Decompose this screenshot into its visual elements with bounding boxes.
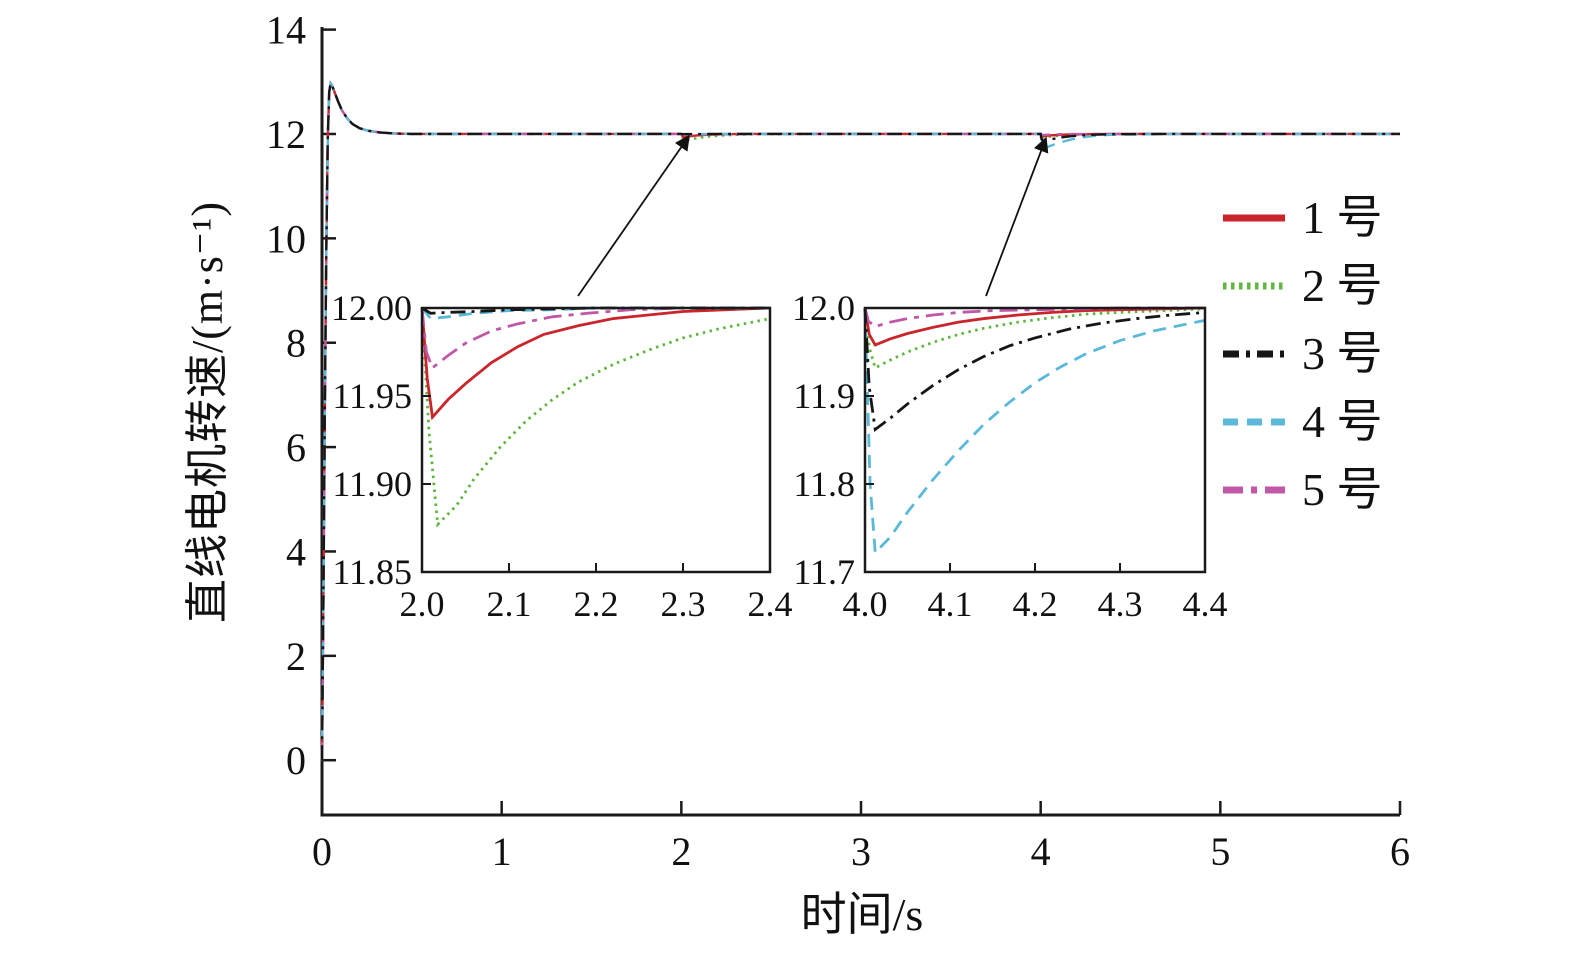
inset-x-tick-label: 4.2: [1013, 584, 1058, 624]
inset-x-tick-label: 2.1: [487, 584, 532, 624]
inset-y-tick-label: 12.0: [792, 288, 855, 328]
series-line: [320, 80, 1400, 761]
series-line: [320, 80, 1400, 761]
inset-x-tick-label: 4.1: [928, 584, 973, 624]
y-tick-label: 12: [266, 112, 306, 157]
y-tick-label: 2: [286, 634, 306, 679]
legend-label: 5 号: [1302, 464, 1383, 515]
legend-label: 3 号: [1302, 328, 1383, 379]
x-tick-label: 4: [1031, 829, 1051, 874]
legend-line-sample-icon: [1223, 282, 1285, 290]
y-tick-label: 0: [286, 738, 306, 783]
legend: 1 号 2 号 3 号 4 号 5 号: [1222, 192, 1383, 516]
inset-x-tick-label: 2.0: [400, 584, 445, 624]
legend-label: 4 号: [1302, 396, 1383, 447]
series-line: [420, 306, 771, 421]
legend-entry-1: 1 号: [1222, 192, 1383, 244]
series-line: [863, 306, 1206, 347]
legend-line-sample-icon: [1223, 350, 1285, 358]
annotation-arrows: [577, 134, 1049, 297]
y-tick-label: 10: [266, 216, 306, 261]
x-tick-label: 6: [1390, 829, 1410, 874]
inset-y-tick-label: 11.90: [332, 464, 412, 504]
inset-zoom-t4: 4.0 4.1 4.2 4.3 4.4 11.7 11.8 11.9 12.0: [792, 288, 1228, 624]
series-line: [420, 307, 771, 528]
x-tick-label: 1: [492, 829, 512, 874]
inset-zoom-t2: 2.0 2.1 2.2 2.3 2.4 11.85 11.90 11.95 12.00: [331, 288, 793, 624]
legend-line-sample-icon: [1223, 486, 1285, 494]
inset-y-tick-label: 11.7: [793, 552, 855, 592]
legend-label: 2 号: [1302, 260, 1383, 311]
series-line: [863, 307, 1206, 556]
inset-x-tick-label: 4.4: [1183, 584, 1228, 624]
zoom-arrow-t2: [577, 134, 690, 297]
series-line: [863, 307, 1206, 432]
legend-entry-2: 2 号: [1222, 260, 1383, 312]
x-tick-label: 2: [671, 829, 691, 874]
y-tick-label: 4: [286, 529, 306, 574]
series-line: [863, 307, 1206, 370]
x-axis-label: 时间/s: [800, 889, 924, 940]
inset-y-tick-label: 12.00: [331, 288, 412, 328]
inset-y-tick-label: 11.8: [793, 464, 855, 504]
legend-entry-5: 5 号: [1222, 464, 1383, 516]
inset-y-tick-label: 11.9: [793, 376, 855, 416]
x-tick-label: 5: [1210, 829, 1230, 874]
legend-line-sample-icon: [1223, 418, 1285, 426]
y-axis-label: 直线电机转速/(m·s⁻¹): [183, 201, 232, 623]
inset-y-tick-label: 11.95: [332, 376, 412, 416]
inset-x-tick-label: 2.4: [748, 584, 793, 624]
x-tick-label: 0: [312, 829, 332, 874]
legend-line-sample-icon: [1223, 214, 1285, 222]
inset-x-tick-label: 2.2: [574, 584, 619, 624]
inset-x-tick-label: 2.3: [661, 584, 706, 624]
series-line: [421, 306, 770, 315]
y-tick-label: 14: [266, 8, 306, 53]
legend-entry-4: 4 号: [1222, 396, 1383, 448]
zoom-arrow-t4: [985, 136, 1049, 297]
y-tick-label: 6: [286, 425, 306, 470]
legend-label: 1 号: [1302, 192, 1383, 243]
inset-y-tick-label: 11.85: [332, 552, 412, 592]
x-tick-label: 3: [851, 829, 871, 874]
inset-x-tick-label: 4.3: [1098, 584, 1143, 624]
inset-x-tick-label: 4.0: [843, 584, 888, 624]
legend-entry-3: 3 号: [1222, 328, 1383, 380]
y-tick-label: 8: [286, 321, 306, 366]
